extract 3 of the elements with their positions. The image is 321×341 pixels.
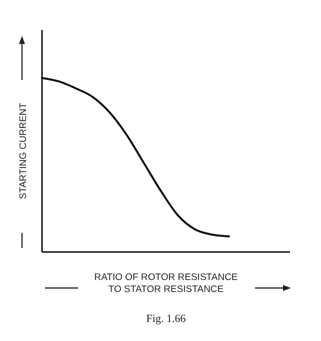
x-axis-title: RATIO OF ROTOR RESISTANCE TO STATOR RESISTANCE — [94, 272, 238, 295]
caption: Fig. 1.66 — [146, 313, 186, 325]
y-axis-title: STARTING CURRENT — [18, 102, 29, 200]
